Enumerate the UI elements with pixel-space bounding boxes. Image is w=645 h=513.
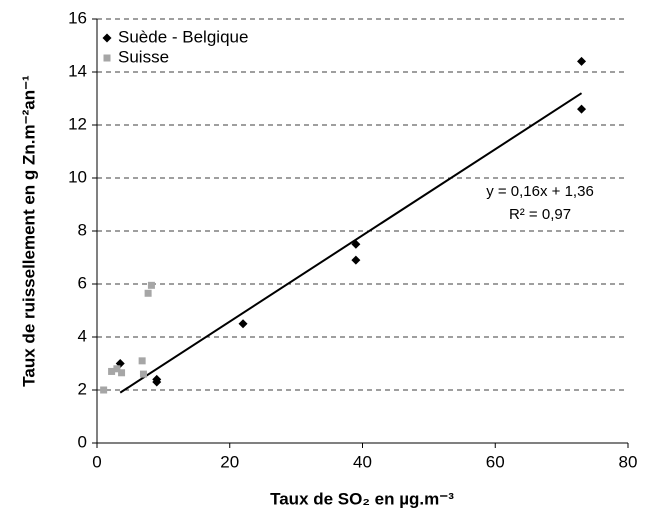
legend-label: Suisse <box>118 47 169 66</box>
point <box>351 255 361 265</box>
y-tick-label: 16 <box>68 8 87 27</box>
y-tick-label: 2 <box>78 379 87 398</box>
y-tick-label: 10 <box>68 167 87 186</box>
trendline <box>119 92 583 394</box>
x-tick-label: 40 <box>353 452 372 471</box>
y-tick-label: 6 <box>78 273 87 292</box>
y-axis-label: Taux de ruissellement en g Zn.m⁻²an⁻¹ <box>19 75 38 387</box>
y-tick-label: 8 <box>78 220 87 239</box>
y-tick-label: 12 <box>68 114 87 133</box>
point <box>351 239 361 249</box>
point <box>144 289 152 297</box>
legend-label: Suède - Belgique <box>118 27 248 46</box>
r-squared: R² = 0,97 <box>509 206 571 223</box>
point <box>138 357 146 365</box>
y-tick-label: 14 <box>68 61 87 80</box>
y-tick-label: 0 <box>78 432 87 451</box>
point <box>577 104 587 114</box>
point <box>147 281 155 289</box>
point <box>577 56 587 66</box>
point <box>139 370 147 378</box>
point <box>152 377 162 387</box>
point <box>238 319 248 329</box>
y-tick-label: 4 <box>78 326 87 345</box>
equation: y = 0,16x + 1,36 <box>486 183 594 200</box>
x-tick-label: 60 <box>486 452 505 471</box>
point <box>113 365 121 373</box>
x-axis-label: Taux de SO₂ en µg.m⁻³ <box>270 489 454 508</box>
legend-marker <box>102 33 112 43</box>
legend-marker <box>103 54 111 62</box>
point <box>100 386 108 394</box>
x-tick-label: 0 <box>92 452 101 471</box>
x-tick-label: 80 <box>619 452 638 471</box>
point <box>118 369 126 377</box>
x-tick-label: 20 <box>220 452 239 471</box>
point <box>108 367 116 375</box>
